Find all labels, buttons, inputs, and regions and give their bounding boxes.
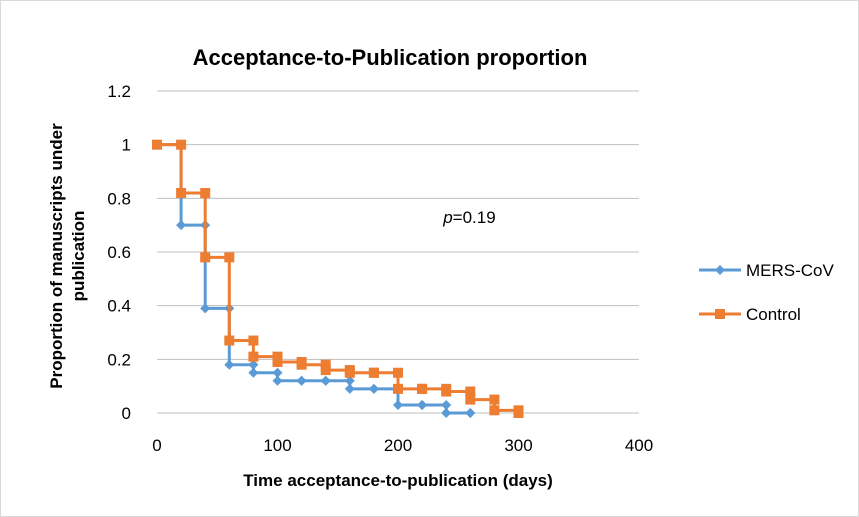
data-point	[344, 383, 355, 394]
data-point	[248, 351, 259, 362]
series-line	[157, 143, 520, 413]
y-tick-label: 1	[122, 136, 131, 155]
data-point	[248, 335, 259, 346]
data-point	[176, 139, 187, 150]
data-point	[441, 399, 452, 410]
data-point	[417, 399, 428, 410]
chart-title: Acceptance-to-Publication proportion	[193, 45, 588, 70]
data-point	[200, 303, 211, 314]
data-point	[441, 386, 452, 397]
x-tick-label: 200	[384, 436, 412, 455]
x-tick-label: 0	[152, 436, 161, 455]
data-point	[368, 367, 379, 378]
data-point	[489, 405, 500, 416]
data-point	[393, 383, 403, 394]
legend-item: Control	[699, 305, 801, 324]
p-value-annotation: p=0.19	[442, 208, 495, 227]
data-point	[296, 359, 307, 370]
x-tick-label: 300	[504, 436, 532, 455]
p-value-symbol: p	[442, 208, 452, 227]
data-point	[465, 408, 476, 418]
data-point	[344, 375, 355, 386]
x-axis-ticks: 0 100 200 300 400	[152, 436, 653, 455]
data-point	[320, 359, 331, 370]
data-point	[272, 351, 283, 362]
legend-marker	[715, 265, 725, 275]
series-mers-cov	[152, 139, 476, 418]
data-point	[176, 187, 187, 198]
p-value-number: =0.19	[453, 208, 496, 227]
data-point	[320, 375, 331, 386]
data-point	[272, 375, 283, 386]
data-point	[320, 365, 331, 376]
series-control	[152, 139, 524, 418]
legend-item: MERS-CoV	[699, 261, 835, 280]
legend-label: Control	[746, 305, 801, 324]
legend: MERS-CoV Control	[699, 261, 835, 324]
y-tick-label: 1.2	[107, 82, 131, 101]
x-tick-label: 100	[263, 436, 291, 455]
data-point	[248, 367, 259, 378]
series-line	[157, 143, 471, 415]
x-axis-title: Time acceptance-to-publication (days)	[243, 471, 553, 490]
data-point	[152, 139, 162, 150]
data-point	[200, 252, 211, 263]
legend-marker	[715, 309, 725, 319]
data-point	[224, 252, 235, 263]
x-tick-label: 400	[625, 436, 653, 455]
y-tick-label: 0.8	[107, 189, 131, 208]
data-point	[489, 394, 500, 405]
y-tick-label: 0	[122, 404, 131, 423]
data-point	[200, 187, 211, 198]
y-axis-ticks: 0 0.2 0.4 0.6 0.8 1 1.2	[107, 82, 131, 423]
y-axis-title-line2: publication	[69, 211, 88, 302]
data-point	[224, 359, 235, 370]
data-point	[224, 335, 235, 346]
y-axis-title: Proportion of manuscripts under publicat…	[47, 123, 88, 389]
data-point	[417, 383, 428, 394]
y-tick-label: 0.2	[107, 350, 131, 369]
data-point	[393, 367, 403, 378]
data-point	[272, 367, 283, 378]
data-point	[465, 394, 476, 405]
data-point	[272, 357, 283, 368]
legend-label: MERS-CoV	[746, 261, 835, 280]
series-layer	[152, 139, 524, 418]
data-point	[393, 399, 403, 410]
data-point	[296, 375, 307, 386]
data-point	[176, 220, 187, 231]
y-axis-title-line1: Proportion of manuscripts under	[47, 123, 66, 389]
y-tick-label: 0.6	[107, 243, 131, 262]
data-point	[441, 408, 452, 418]
data-point	[465, 386, 476, 397]
data-point	[248, 359, 259, 370]
gridlines	[157, 90, 639, 360]
y-tick-label: 0.4	[107, 297, 131, 316]
data-point	[368, 383, 379, 394]
data-point	[513, 408, 524, 418]
data-point	[344, 367, 355, 378]
